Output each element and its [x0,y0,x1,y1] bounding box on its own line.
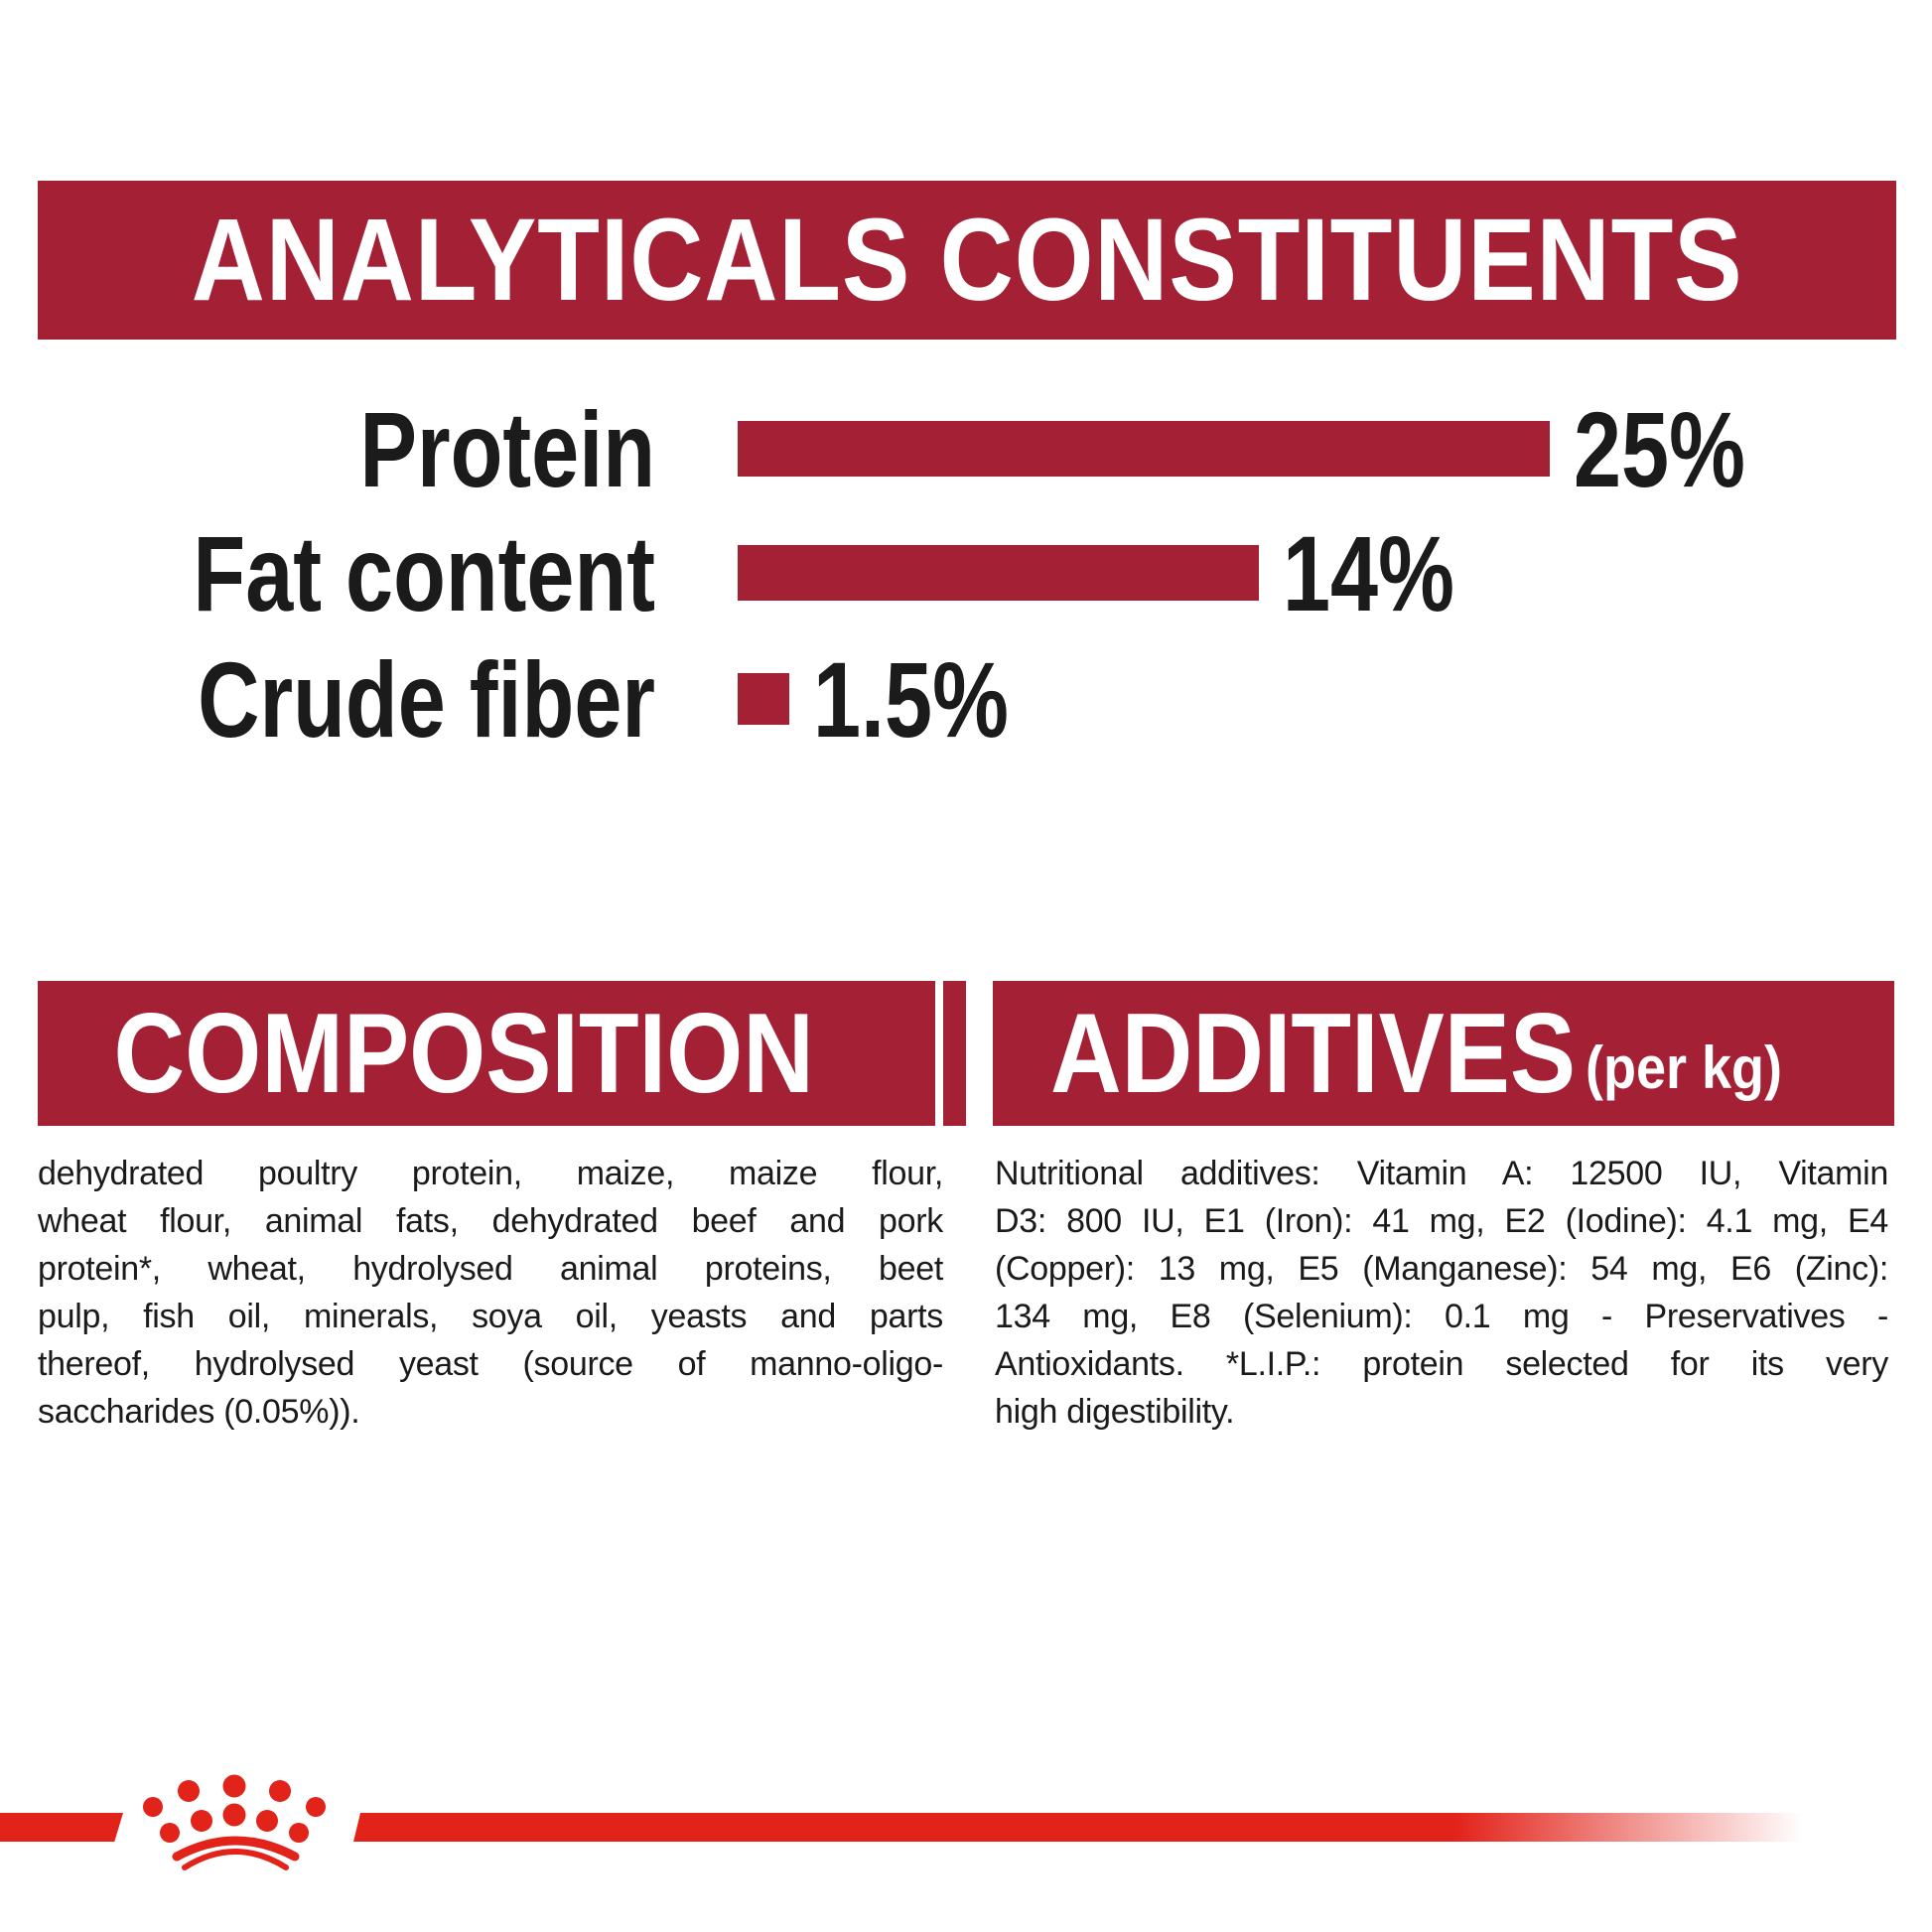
protein-value: 25% [1574,388,1745,509]
composition-text-line: pulp, fish oil, minerals, soya oil, yeas… [38,1298,943,1335]
composition-text-line: dehydrated poultry protein, maize, maize… [38,1155,943,1192]
additives-text-line: Nutritional additives: Vitamin A: 12500 … [995,1155,1888,1192]
composition-text-line: protein*, wheat, hydrolysed animal prote… [38,1250,943,1288]
additives-text-line: 134 mg, E8 (Selenium): 0.1 mg - Preserva… [995,1298,1888,1335]
fat-content-bar [738,545,1259,601]
crude-fiber-label: Crude fiber [198,638,655,759]
protein-label: Protein [359,388,655,509]
fat-content-label: Fat content [193,512,656,633]
additives-text-line: D3: 800 IU, E1 (Iron): 41 mg, E2 (Iodine… [995,1202,1888,1240]
additives-text-line: (Copper): 13 mg, E5 (Manganese): 54 mg, … [995,1250,1888,1288]
analytical-constituents-title: ANALYTICALS CONSTITUENTS [191,195,1743,326]
additives-per-kg-suffix: (per kg) [1586,1034,1783,1101]
additives-text-line: high digestibility. [995,1393,1235,1431]
chart-row-fat-content: Fat content 14% [38,513,1497,633]
brand-line-left [0,1813,123,1842]
composition-banner: COMPOSITION [38,981,935,1126]
fat-content-value: 14% [1283,512,1454,633]
composition-text-line: thereof, hydrolysed yeast (source of man… [38,1345,943,1383]
additives-title: ADDITIVES [1050,990,1577,1117]
additives-text: Nutritional additives: Vitamin A: 12500 … [995,1150,1888,1436]
composition-title: COMPOSITION [113,990,814,1117]
additives-text-line: Antioxidants. *L.I.P.: protein selected … [995,1345,1888,1383]
crude-fiber-bar [738,673,789,725]
fat-content-bar-wrap: 14% [738,511,1497,635]
chart-row-protein: Protein 25% [38,389,1788,509]
protein-bar [738,421,1550,477]
crude-fiber-bar-wrap: 1.5% [738,637,1057,761]
composition-text-line: wheat flour, animal fats, dehydrated bee… [38,1202,943,1240]
brand-line-right [353,1813,1803,1842]
composition-text-line: saccharides (0.05%)). [38,1393,360,1431]
additives-banner: ADDITIVES (per kg) [993,981,1894,1126]
protein-bar-wrap: 25% [738,387,1788,511]
additives-title-group: ADDITIVES (per kg) [993,989,1804,1119]
section-divider-stripe [943,981,966,1126]
crude-fiber-value: 1.5% [813,638,1009,759]
chart-row-crude-fiber: Crude fiber 1.5% [38,639,1057,759]
analytical-constituents-banner: ANALYTICALS CONSTITUENTS [38,181,1896,340]
composition-text: dehydrated poultry protein, maize, maize… [38,1150,943,1436]
royal-canin-crown-icon [143,1774,326,1870]
